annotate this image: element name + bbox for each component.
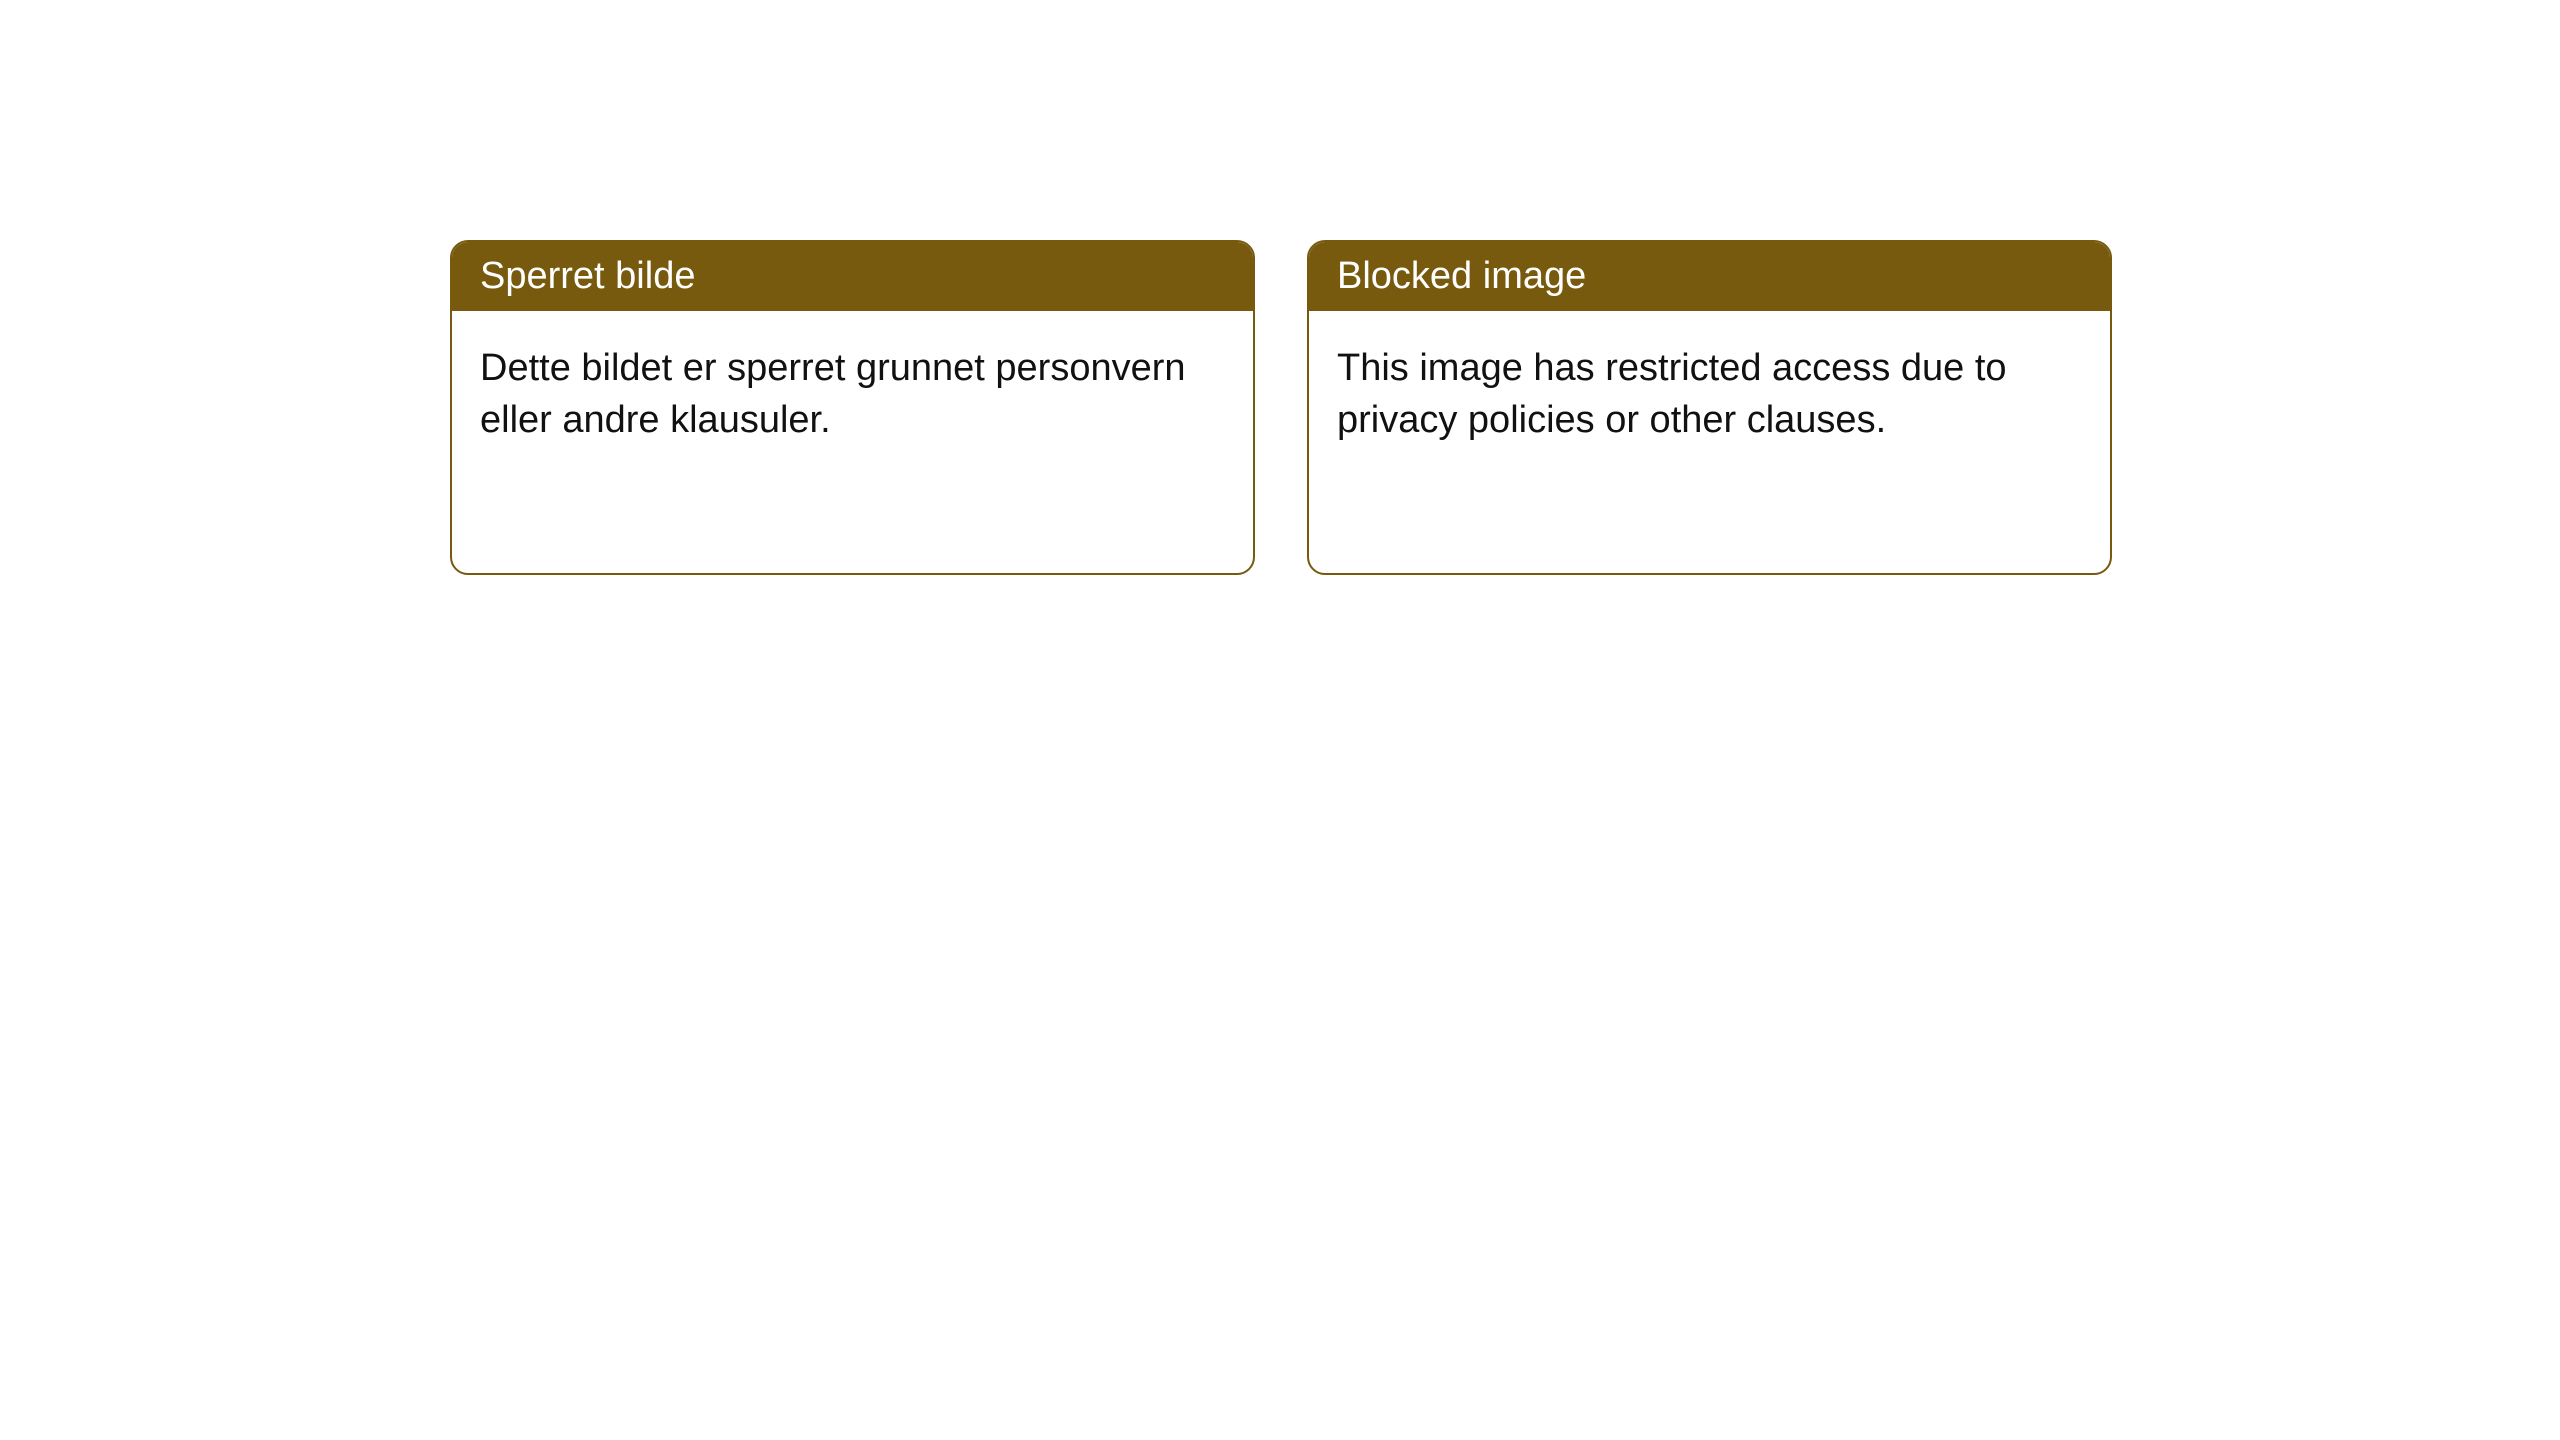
blocked-notice-card-norwegian: Sperret bilde Dette bildet er sperret gr… (450, 240, 1255, 575)
card-message-english: This image has restricted access due to … (1337, 347, 2007, 440)
card-header-norwegian: Sperret bilde (452, 242, 1253, 311)
card-message-norwegian: Dette bildet er sperret grunnet personve… (480, 347, 1186, 440)
card-title-english: Blocked image (1337, 255, 1586, 297)
card-body-english: This image has restricted access due to … (1309, 311, 2110, 478)
card-header-english: Blocked image (1309, 242, 2110, 311)
blocked-notice-card-english: Blocked image This image has restricted … (1307, 240, 2112, 575)
card-title-norwegian: Sperret bilde (480, 255, 695, 297)
blocked-notice-container: Sperret bilde Dette bildet er sperret gr… (450, 240, 2112, 575)
card-body-norwegian: Dette bildet er sperret grunnet personve… (452, 311, 1253, 478)
